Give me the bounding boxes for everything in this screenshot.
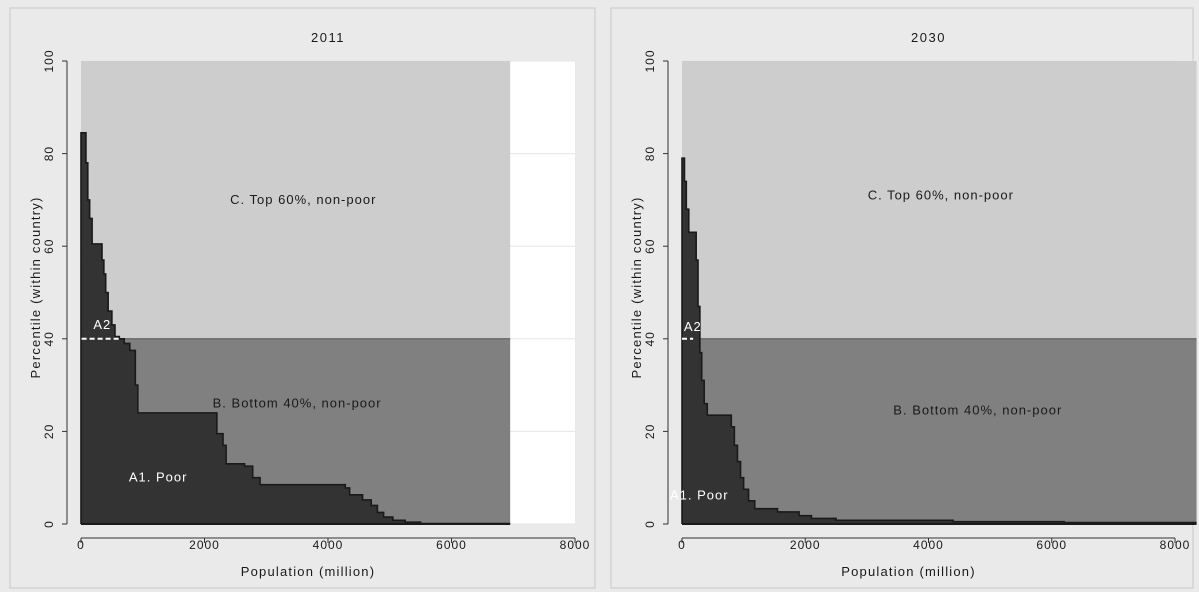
region-c-top-nonpoor <box>81 61 511 339</box>
y-tick-label-80: 80 <box>643 146 657 161</box>
y-tick-label-40: 40 <box>42 331 56 346</box>
y-axis-label: Percentile (within country) <box>629 197 644 379</box>
panel-title: 2011 <box>311 30 345 45</box>
poverty-curve-line <box>681 157 1197 524</box>
panel-frame <box>9 7 596 589</box>
y-tick-label-20: 20 <box>643 424 657 439</box>
region-a-poor <box>81 132 511 524</box>
y-tick-label-20: 20 <box>42 424 56 439</box>
y-tick-label-60: 60 <box>42 239 56 254</box>
y-tick-label-100: 100 <box>643 49 657 72</box>
y-axis-label: Percentile (within country) <box>28 197 43 379</box>
region-c-top-nonpoor <box>682 61 1197 339</box>
y-tick-label-100: 100 <box>42 49 56 72</box>
x-tick-label-2000: 2000 <box>189 538 220 552</box>
x-tick-label-0: 0 <box>77 538 85 552</box>
region-label-a1: A1. Poor <box>670 487 729 502</box>
panel-2011: C. Top 60%, non-poor B. Bottom 40%, non-p… <box>9 7 596 589</box>
region-a-poor <box>682 158 1197 525</box>
y-tick-label-80: 80 <box>42 146 56 161</box>
region-label-a1: A1. Poor <box>129 470 188 485</box>
poverty-curve-line <box>80 131 511 525</box>
x-axis-label: Population (million) <box>841 564 976 579</box>
y-tick-label-40: 40 <box>643 331 657 346</box>
y-tick-label-60: 60 <box>643 239 657 254</box>
x-tick-label-8000: 8000 <box>560 538 591 552</box>
x-tick-label-4000: 4000 <box>913 538 944 552</box>
x-tick-label-8000: 8000 <box>1160 538 1191 552</box>
x-tick-label-4000: 4000 <box>313 538 344 552</box>
x-tick-label-0: 0 <box>678 538 686 552</box>
region-label-b: B. Bottom 40%, non-poor <box>213 396 382 411</box>
panel-title: 2030 <box>911 30 946 45</box>
region-label-b: B. Bottom 40%, non-poor <box>893 403 1062 418</box>
panel-2030: C. Top 60%, non-poor B. Bottom 40%, non-p… <box>610 7 1197 589</box>
region-label-c: C. Top 60%, non-poor <box>868 187 1014 202</box>
region-b-bottom-nonpoor <box>682 338 1197 524</box>
x-tick-label-6000: 6000 <box>1036 538 1067 552</box>
y-tick-label-0: 0 <box>643 520 657 528</box>
x-tick-label-6000: 6000 <box>436 538 467 552</box>
region-label-a2: A2 <box>93 317 111 332</box>
region-label-c: C. Top 60%, non-poor <box>230 192 376 207</box>
x-axis-label: Population (million) <box>241 564 376 579</box>
x-tick-label-2000: 2000 <box>790 538 821 552</box>
y-tick-label-0: 0 <box>42 520 56 528</box>
region-label-a2: A2 <box>684 319 702 334</box>
